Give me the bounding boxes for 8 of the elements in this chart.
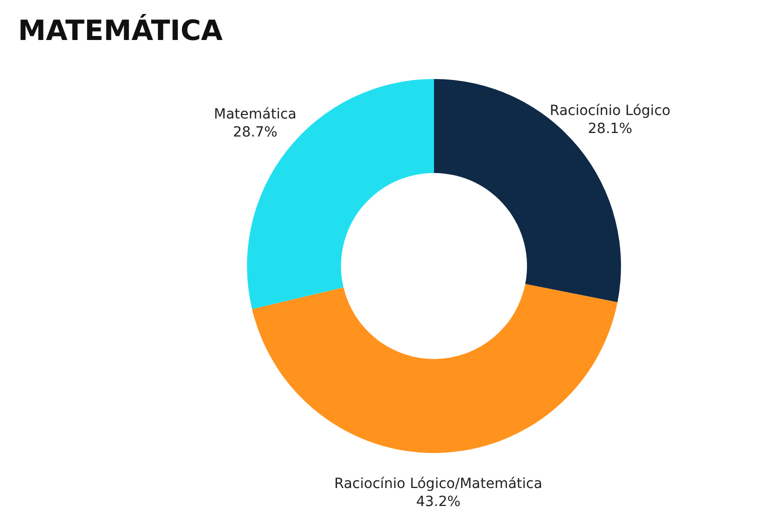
slice-label: Matemática — [214, 106, 296, 123]
chart-title: MATEMÁTICA — [18, 14, 224, 47]
slice-label: Raciocínio Lógico — [550, 103, 670, 120]
donut-slice — [252, 284, 618, 453]
data-label: 43.2% — [416, 494, 461, 510]
data-label: 28.7% — [232, 124, 278, 141]
slice-label: Raciocínio Lógico/Matemática — [334, 476, 542, 492]
data-label: 28.1% — [588, 121, 632, 138]
